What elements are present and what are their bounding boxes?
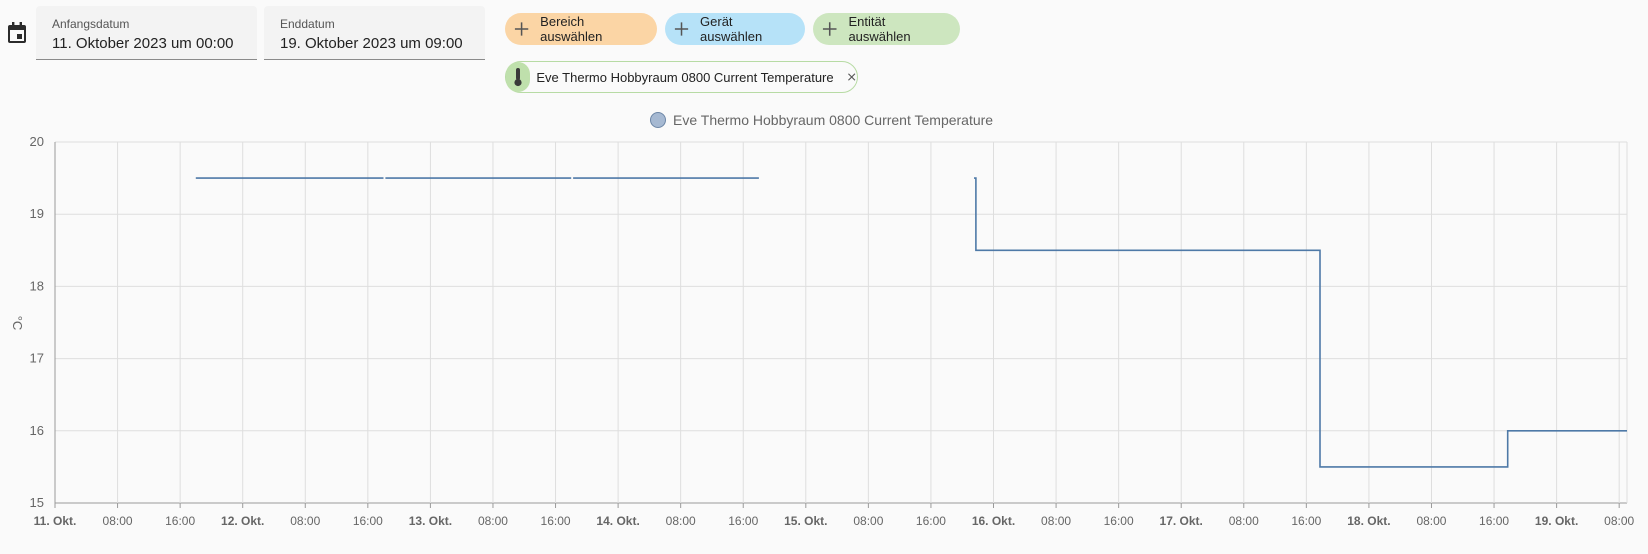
y-tick-label: 18: [30, 278, 44, 293]
x-tick-label: 08:00: [290, 514, 320, 528]
x-tick-label: 16:00: [165, 514, 195, 528]
x-tick-label: 16:00: [728, 514, 758, 528]
x-tick-label: 16. Okt.: [972, 514, 1015, 528]
x-tick-label: 17. Okt.: [1160, 514, 1203, 528]
y-axis-label: °C: [10, 316, 25, 331]
legend-label: Eve Thermo Hobbyraum 0800 Current Temper…: [673, 112, 994, 128]
calendar-icon: [8, 22, 26, 43]
y-tick-label: 15: [30, 495, 44, 510]
x-tick-label: 16:00: [916, 514, 946, 528]
start-date-label: Anfangsdatum: [52, 17, 130, 31]
series-line-segment: [974, 177, 1627, 468]
x-tick-label: 11. Okt.: [34, 514, 77, 528]
x-tick-label: 08:00: [1416, 514, 1446, 528]
select-device-label: Gerät auswählen: [700, 14, 763, 44]
legend-swatch: [650, 112, 666, 128]
x-tick-label: 15. Okt.: [784, 514, 827, 528]
x-tick-label: 08:00: [103, 514, 133, 528]
select-entity-label: Entität auswählen: [848, 14, 911, 44]
x-tick-label: 12. Okt.: [221, 514, 264, 528]
x-tick-label: 08:00: [1041, 514, 1071, 528]
x-tick-label: 08:00: [478, 514, 508, 528]
end-date-field[interactable]: Enddatum 19. Oktober 2023 um 09:00: [264, 6, 485, 60]
y-tick-label: 20: [30, 134, 44, 149]
plus-icon: [822, 22, 837, 36]
select-area-label: Bereich auswählen: [540, 14, 603, 44]
start-date-value[interactable]: 11. Oktober 2023 um 00:00: [52, 35, 234, 52]
x-tick-label: 08:00: [666, 514, 696, 528]
end-date-value[interactable]: 19. Oktober 2023 um 09:00: [280, 35, 463, 52]
close-icon[interactable]: [846, 70, 857, 84]
select-device-button[interactable]: Gerät auswählen: [665, 13, 805, 45]
selected-entity-name: Eve Thermo Hobbyraum 0800 Current Temper…: [536, 69, 834, 85]
x-tick-label: 14. Okt.: [596, 514, 639, 528]
start-date-field[interactable]: Anfangsdatum 11. Oktober 2023 um 00:00: [36, 6, 257, 60]
x-tick-label: 08:00: [1604, 514, 1634, 528]
plus-icon: [514, 22, 529, 36]
thermometer-icon: [514, 68, 522, 87]
x-tick-label: 16:00: [353, 514, 383, 528]
history-chart: 20 19 18 17 16 15 11. Okt. 08:00 16:00 12. Okt. 0…: [10, 134, 1635, 528]
x-tick-label: 08:00: [853, 514, 883, 528]
x-tick-label: 13. Okt.: [409, 514, 452, 528]
end-date-label: Enddatum: [280, 17, 335, 31]
x-tick-label: 16:00: [1291, 514, 1321, 528]
entity-avatar: [506, 62, 531, 92]
selected-entity-chip[interactable]: Eve Thermo Hobbyraum 0800 Current Temper…: [505, 61, 858, 93]
select-entity-button[interactable]: Entität auswählen: [813, 13, 960, 45]
y-tick-label: 17: [30, 351, 44, 366]
x-tick-label: 08:00: [1229, 514, 1259, 528]
y-tick-label: 16: [30, 423, 44, 438]
y-tick-label: 19: [30, 206, 44, 221]
plus-icon: [674, 22, 689, 36]
x-tick-label: 16:00: [1479, 514, 1509, 528]
x-tick-label: 19. Okt.: [1535, 514, 1578, 528]
x-tick-label: 18. Okt.: [1347, 514, 1390, 528]
chart-legend-item[interactable]: Eve Thermo Hobbyraum 0800 Current Temper…: [650, 110, 993, 130]
x-tick-label: 16:00: [1104, 514, 1134, 528]
select-area-button[interactable]: Bereich auswählen: [505, 13, 657, 45]
x-tick-label: 16:00: [541, 514, 571, 528]
